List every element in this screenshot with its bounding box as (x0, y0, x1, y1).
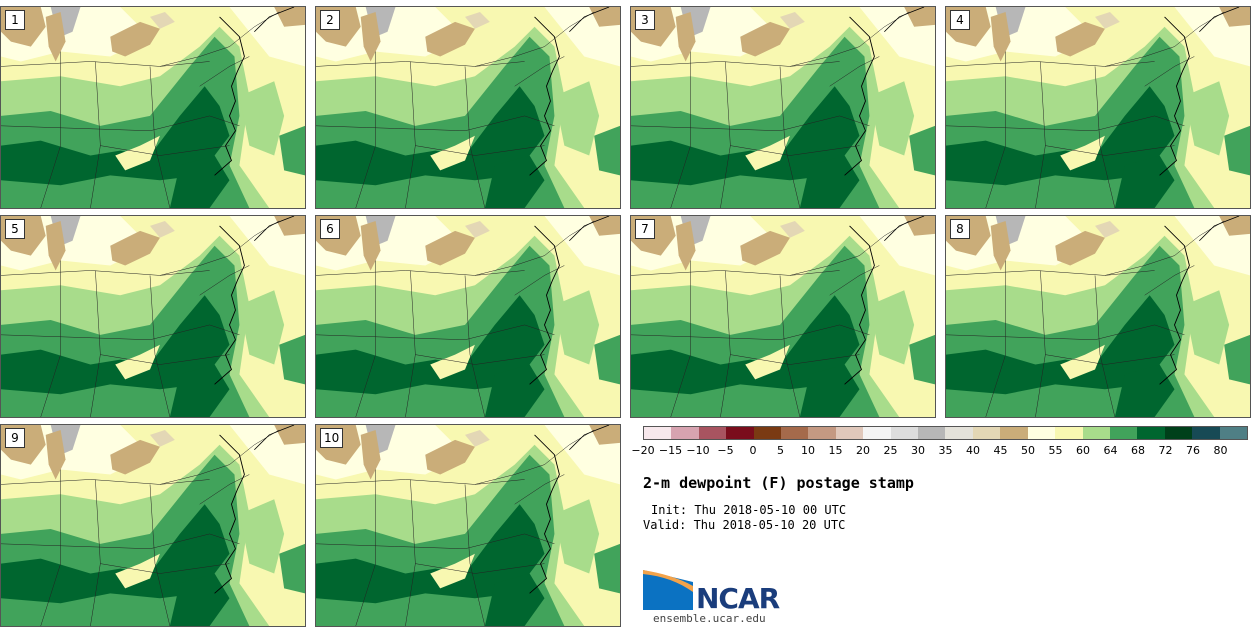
ensemble-panel-9: 9 (0, 424, 306, 627)
colorbar-tick-label: 35 (938, 444, 953, 457)
ncar-logo (643, 570, 693, 610)
ensemble-panel-3: 3 (630, 6, 936, 209)
dewpoint-map (946, 216, 1250, 417)
ensemble-panel-1: 1 (0, 6, 306, 209)
colorbar-swatch (808, 427, 836, 439)
colorbar-tick-label: 5 (777, 444, 784, 457)
dewpoint-map (1, 216, 305, 417)
colorbar-swatch (1219, 427, 1247, 439)
colorbar-tick-label: 25 (883, 444, 898, 457)
colorbar-swatch (1137, 427, 1165, 439)
colorbar-swatch (644, 427, 672, 439)
colorbar-swatch (918, 427, 946, 439)
panel-number-label: 3 (635, 10, 655, 30)
colorbar-swatch (890, 427, 919, 439)
ensemble-panel-2: 2 (315, 6, 621, 209)
init-time: Init: Thu 2018-05-10 00 UTC (651, 503, 847, 517)
colorbar-tick-label: 72 (1158, 444, 1173, 457)
colorbar-swatch (1082, 427, 1110, 439)
colorbar-tick-label: 64 (1103, 444, 1118, 457)
colorbar-swatch (1109, 427, 1138, 439)
panel-number-label: 10 (320, 428, 344, 448)
colorbar-tick-label: 68 (1131, 444, 1145, 457)
ensemble-panel-6: 6 (315, 215, 621, 418)
colorbar-tick-label: 55 (1048, 444, 1063, 457)
colorbar-tick-label: 40 (966, 444, 980, 457)
dewpoint-map (1, 7, 305, 208)
colorbar-tick-label: 50 (1021, 444, 1035, 457)
colorbar-swatch (1055, 427, 1083, 439)
dewpoint-map (316, 7, 620, 208)
ensemble-panel-10: 10 (315, 424, 621, 627)
valid-time: Valid: Thu 2018-05-10 20 UTC (643, 518, 846, 532)
dewpoint-map (1, 425, 305, 626)
colorbar-tick-label: 0 (749, 444, 757, 457)
colorbar-tick-label: 15 (828, 444, 843, 457)
site-url: ensemble.ucar.edu (653, 612, 766, 625)
ensemble-panel-5: 5 (0, 215, 306, 418)
ensemble-panel-4: 4 (945, 6, 1251, 209)
panel-number-label: 1 (5, 10, 25, 30)
colorbar-swatch (1192, 427, 1220, 439)
dewpoint-map (316, 425, 620, 626)
colorbar-tick-label: 76 (1186, 444, 1200, 457)
colorbar-swatch (671, 427, 699, 439)
colorbar-swatch (945, 427, 973, 439)
colorbar-swatch (863, 427, 891, 439)
colorbar-tick-label: 20 (856, 444, 870, 457)
colorbar-swatch (1000, 427, 1028, 439)
colorbar-tick-label: 60 (1076, 444, 1090, 457)
colorbar-tick-label: 10 (801, 444, 815, 457)
colorbar-tick-label: −10 (686, 444, 710, 457)
colorbar-swatch (781, 427, 809, 439)
panel-number-label: 5 (5, 219, 25, 239)
chart-title: 2-m dewpoint (F) postage stamp (643, 474, 914, 492)
ensemble-panel-8: 8 (945, 215, 1251, 418)
dewpoint-map (316, 216, 620, 417)
colorbar-tick-label: 30 (911, 444, 925, 457)
dewpoint-colorbar (643, 426, 1248, 440)
ensemble-panel-7: 7 (630, 215, 936, 418)
colorbar-tick-label: −20 (631, 444, 655, 457)
dewpoint-map (631, 7, 935, 208)
colorbar-swatch (753, 427, 782, 439)
panel-number-label: 9 (5, 428, 25, 448)
colorbar-swatch (726, 427, 754, 439)
colorbar-swatch (698, 427, 727, 439)
colorbar-swatch (835, 427, 864, 439)
panel-number-label: 6 (320, 219, 340, 239)
panel-number-label: 2 (320, 10, 340, 30)
panel-number-label: 7 (635, 219, 655, 239)
ncar-logo-text: NCAR (696, 582, 780, 615)
colorbar-tick-label: 80 (1213, 444, 1228, 457)
colorbar-swatch (972, 427, 1001, 439)
panel-number-label: 8 (950, 219, 970, 239)
dewpoint-map (946, 7, 1250, 208)
colorbar-tick-labels: −20 −15 −10 −5 0 5 10 15 20 25 30 35 40 45 50 55 60 64 68 7… (631, 444, 1248, 460)
dewpoint-map (631, 216, 935, 417)
colorbar-tick-label: −15 (658, 444, 683, 457)
colorbar-tick-label: 45 (993, 444, 1008, 457)
colorbar-swatch (1164, 427, 1193, 439)
colorbar-tick-label: −5 (717, 444, 734, 457)
panel-number-label: 4 (950, 10, 970, 30)
colorbar-swatch (1027, 427, 1056, 439)
